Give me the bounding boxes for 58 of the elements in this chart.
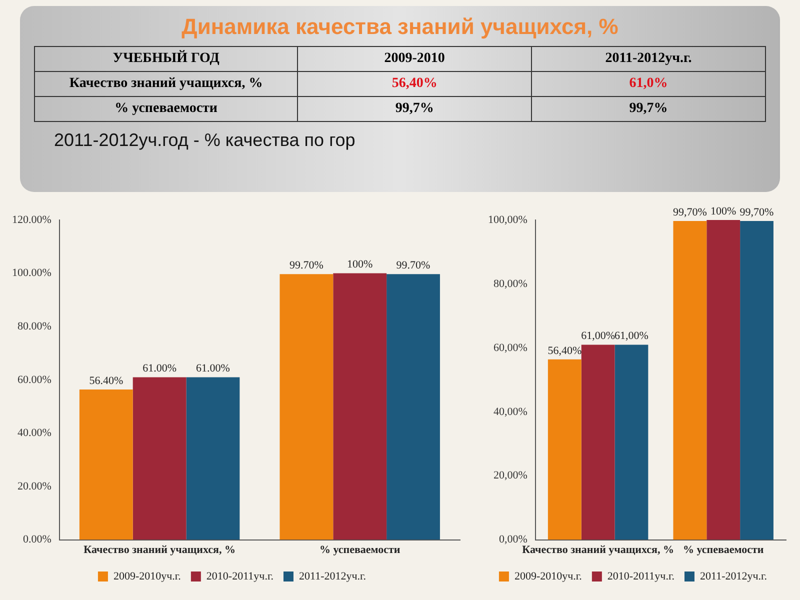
text: 99,7%: [395, 101, 434, 116]
bar: [386, 274, 440, 540]
bar: [280, 274, 334, 540]
text: % успеваемости: [114, 101, 218, 116]
y-tick-label: 80.00%: [17, 320, 52, 332]
data-label: 99.70%: [396, 259, 430, 272]
x-tick-label: Качество знаний учащихся, %: [84, 544, 236, 556]
text: 99,7%: [629, 101, 668, 116]
data-label: 61.00%: [196, 362, 230, 375]
legend-label: 2010-2011уч.г.: [607, 570, 675, 582]
legend-label: 2011-2012уч.г.: [298, 570, 366, 582]
y-tick-label: 20,00%: [493, 470, 528, 482]
x-tick-label: Качество знаний учащихся, %: [522, 544, 674, 556]
y-tick-label: 100.00%: [12, 267, 52, 280]
data-label: 99.70%: [289, 259, 324, 272]
bar: [79, 389, 133, 540]
data-label: 100%: [710, 205, 736, 218]
y-tick-label: 60,00%: [493, 342, 528, 354]
legend-label: 2009-2010уч.г.: [113, 570, 182, 582]
legend-label: 2011-2012уч.г.: [700, 570, 768, 582]
y-tick-label: 0,00%: [498, 534, 528, 546]
bar: [132, 377, 186, 540]
y-tick-label: 40,00%: [493, 406, 528, 418]
bar: [706, 220, 740, 540]
y-tick-label: 40.00%: [17, 427, 52, 440]
text: Динамика качества знаний учащихся, %: [180, 14, 620, 40]
data-label: 56,40%: [548, 344, 582, 357]
data-label: 61.00%: [142, 362, 177, 375]
y-tick-label: 80,00%: [493, 278, 528, 290]
y-tick-label: 100,00%: [488, 214, 528, 226]
y-tick-label: 0.00%: [22, 534, 52, 546]
text: 2009-2010: [384, 51, 445, 66]
data-label: 56.40%: [89, 374, 124, 387]
bar: [333, 273, 387, 540]
data-label: 100%: [347, 258, 373, 271]
bar: [614, 344, 648, 540]
y-tick-label: 60.00%: [17, 374, 52, 386]
bar: [186, 377, 240, 540]
legend-label: 2009-2010уч.г.: [514, 570, 582, 582]
legend-label: 2010-2011уч.г.: [206, 570, 274, 582]
text: УЧЕБНЫЙ ГОД: [112, 51, 220, 66]
text: 61,0%: [629, 76, 668, 91]
data-label: 99,70%: [740, 206, 774, 218]
text: Качество знаний учащихся, %: [69, 76, 263, 91]
x-tick-label: % успеваемости: [319, 544, 401, 556]
data-label: 99,70%: [672, 206, 707, 218]
y-tick-label: 20.00%: [17, 480, 52, 492]
data-label: 61,00%: [581, 330, 616, 342]
data-label: 61,00%: [614, 330, 648, 342]
y-tick-label: 120.00%: [12, 214, 52, 226]
bar: [548, 359, 582, 540]
bar: [740, 220, 774, 540]
bar: [673, 220, 707, 540]
text: 56,40%: [392, 76, 438, 91]
bar: [581, 344, 615, 540]
x-tick-label: % успеваемости: [682, 544, 764, 556]
text: 2011-2012уч.год - % качества по гор: [54, 130, 356, 151]
text: 2011-2012уч.г.: [605, 51, 692, 66]
